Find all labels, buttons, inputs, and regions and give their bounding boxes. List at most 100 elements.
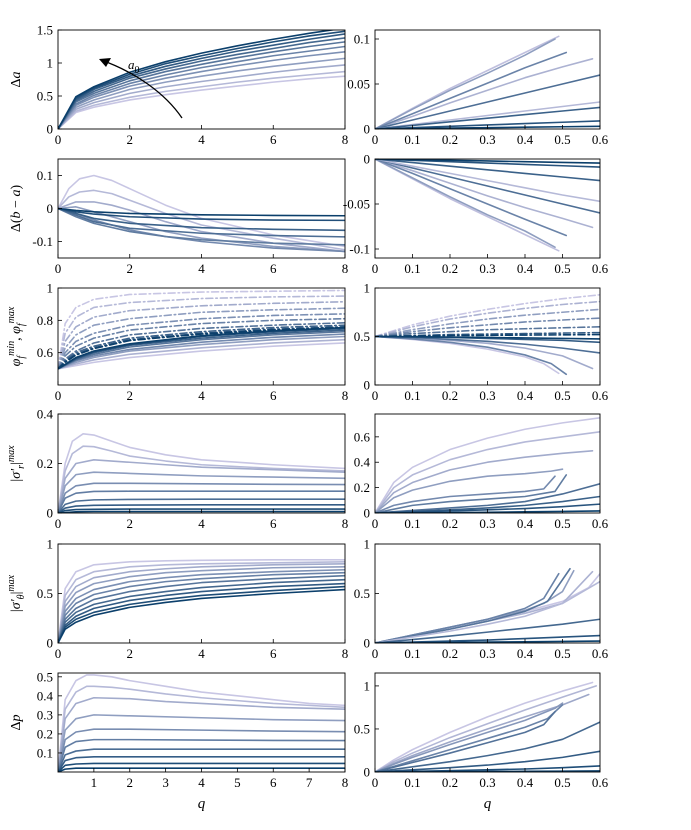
series-line-7: [58, 578, 345, 643]
x-tick-label: 4: [198, 516, 205, 531]
series-line-3: [375, 317, 600, 338]
series-line-10: [58, 30, 338, 129]
x-tick-label: 2: [127, 775, 134, 790]
y-tick-label: 0.6: [354, 429, 371, 444]
series-line-5: [58, 490, 345, 513]
series-line-0: [58, 559, 345, 643]
series-line-9: [58, 207, 345, 217]
plot-frame: [374, 413, 601, 514]
series-line-2: [375, 308, 600, 338]
series-line-8: [58, 762, 345, 772]
x-tick-label: 0.5: [554, 646, 570, 661]
x-tick-label: 0.5: [554, 261, 570, 276]
y-axis-label: Δa: [9, 71, 24, 87]
series-line-6: [375, 721, 600, 772]
y-tick-label: 0.8: [37, 313, 53, 328]
series-group: [58, 433, 345, 513]
series-line-9: [375, 335, 568, 376]
series-line-3: [375, 51, 568, 129]
y-tick-label: 1: [364, 678, 371, 693]
series-line-3: [58, 471, 345, 513]
a0-label: a0: [128, 57, 140, 76]
y-tick-label: 0: [364, 506, 371, 521]
series-line-1: [375, 430, 600, 513]
series-line-4: [375, 74, 600, 129]
series-line-4: [375, 475, 556, 513]
series-group: [58, 30, 345, 129]
series-line-2: [58, 300, 345, 370]
series-line-1: [375, 300, 600, 338]
x-tick-label: 0: [55, 132, 62, 147]
series-line-6: [58, 41, 345, 129]
y-tick-label: 0.3: [37, 707, 53, 722]
series-line-9: [58, 326, 345, 370]
x-tick-label: 0.1: [404, 775, 420, 790]
x-tick-label: 8: [342, 132, 349, 147]
x-axis-label: q: [484, 796, 492, 812]
series-line-2: [375, 450, 594, 513]
plot-frame: [374, 158, 601, 259]
a0-annotation: a0: [99, 57, 183, 119]
y-tick-label: 0.4: [354, 455, 371, 470]
series-group: [375, 681, 600, 772]
a0-arrow: [100, 59, 183, 119]
y-tick-label: 1: [47, 281, 54, 296]
x-tick-label: 0.4: [517, 132, 534, 147]
series-line-2: [375, 159, 594, 229]
panel-sigma-theta-max-q: 0 2 4 6 8 0 0.5 1 |σ'θ|max: [6, 537, 348, 662]
series-line-0: [58, 433, 345, 513]
series-line-3: [375, 159, 568, 237]
series-line-9: [58, 30, 345, 129]
panel-delta-p-q: 1 2 3 4 5 6 7 8 0.1 0.2 0.3 0.4 0.5 Δp q: [9, 669, 348, 812]
y-tick-label: 0: [364, 152, 371, 167]
panel-delta-b-minus-a-q-small: 0 0.1 0.2 0.3 0.4 0.5 0.6 -0.1 -0.05 0: [343, 152, 609, 277]
series-line-1: [375, 685, 598, 772]
series-line-5: [58, 45, 345, 129]
series-group: [375, 159, 600, 252]
series-line-7: [58, 207, 345, 232]
series-line-6: [58, 321, 345, 370]
series-line-5: [58, 738, 345, 772]
x-tick-label: 0.1: [404, 132, 420, 147]
y-tick-label: 1: [47, 537, 54, 552]
series-line-5: [375, 474, 568, 513]
y-tick-label: -0.1: [349, 242, 370, 257]
series-line-7: [58, 504, 345, 513]
x-tick-label: 0.6: [592, 775, 609, 790]
y-tick-label: 0: [47, 201, 54, 216]
y-tick-label: 0.5: [354, 721, 370, 736]
series-line-3: [375, 468, 564, 513]
series-line-5: [375, 159, 600, 203]
x-tick-label: 0: [372, 516, 379, 531]
x-tick-label: 2: [127, 132, 134, 147]
x-tick-label: 6: [270, 132, 277, 147]
x-tick-label: 2: [127, 261, 134, 276]
series-group: [58, 559, 345, 643]
x-tick-label: 0.5: [554, 132, 570, 147]
y-tick-label: 0: [47, 506, 54, 521]
series-line-6: [375, 159, 600, 182]
a0-arrowhead: [99, 58, 111, 67]
y-tick-label: 0: [364, 765, 371, 780]
series-line-0: [58, 174, 345, 248]
x-tick-label: 6: [270, 516, 277, 531]
series-line-4: [375, 159, 600, 214]
y-tick-label: 0.6: [37, 345, 54, 360]
series-line-4: [375, 704, 564, 772]
y-axis-label: φfmin, φfmax: [6, 306, 27, 366]
series-group: [375, 35, 600, 129]
x-tick-label: 2: [127, 646, 134, 661]
y-tick-label: 0: [47, 122, 54, 137]
series-line-4: [58, 313, 345, 370]
series-line-4: [58, 482, 345, 513]
series-line-2: [375, 693, 590, 772]
series-line-5: [58, 207, 345, 246]
series-line-7: [58, 755, 345, 772]
series-line-7: [58, 37, 345, 129]
series-line-9: [58, 585, 345, 643]
x-tick-label: 0.4: [517, 775, 534, 790]
series-line-5: [375, 101, 600, 129]
series-line-1: [375, 159, 556, 248]
x-tick-label: 0.6: [592, 516, 609, 531]
